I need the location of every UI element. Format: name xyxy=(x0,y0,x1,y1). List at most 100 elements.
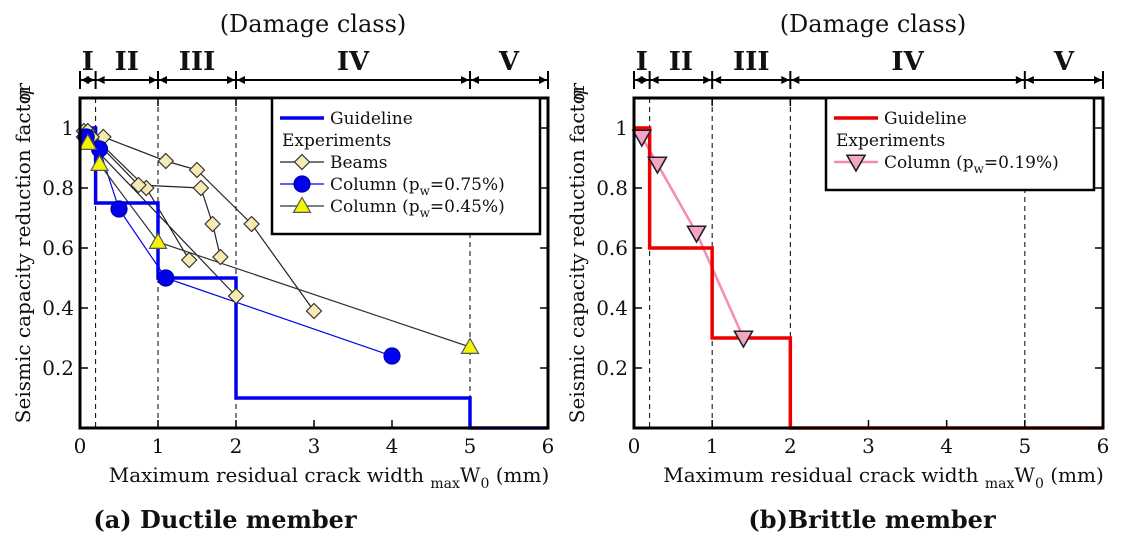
y-axis-symbol: η xyxy=(11,90,35,102)
x-tick-label: 5 xyxy=(1018,434,1031,458)
legend-series-name: Column (p xyxy=(884,153,974,173)
x-axis-label-unit: (mm) xyxy=(1044,463,1104,487)
legend-series-marker xyxy=(293,175,311,193)
panel-brittle: (Damage class)I II III IV V0 1 2 3 4 5 60.20.40.60… xyxy=(565,10,1109,534)
damage-class-title: (Damage class) xyxy=(220,10,407,38)
data-point xyxy=(460,337,480,354)
damage-class-label: IV xyxy=(891,47,924,77)
y-axis-label: Seismic capacity reduction factor xyxy=(11,82,35,423)
data-point xyxy=(686,225,707,244)
data-point xyxy=(243,215,260,233)
x-tick-label: 3 xyxy=(862,434,875,458)
data-point xyxy=(130,176,147,194)
figure-caption: (b)Brittle member xyxy=(748,505,996,534)
data-point xyxy=(631,129,653,148)
class-arrow-left xyxy=(159,76,167,84)
legend-series-marker xyxy=(845,154,867,173)
y-axis-label: Seismic capacity reduction factor xyxy=(565,82,589,423)
damage-class-label: I xyxy=(636,47,648,77)
legend-series-label: Column (pw=0.75%) xyxy=(330,175,505,198)
x-axis-label-sub: max xyxy=(985,476,1015,492)
data-point xyxy=(110,200,128,218)
panel-ductile: (Damage class)I II III IV V0 1 2 3 4 5 60.20.40.60… xyxy=(11,10,554,534)
legend-series-sub: w xyxy=(420,206,431,220)
legend-series-tail: =0.45%) xyxy=(430,197,505,217)
figure-caption: (a) Ductile member xyxy=(93,505,357,534)
class-arrow-left xyxy=(96,76,105,84)
class-arrow-right xyxy=(227,76,235,84)
legend-series-marker xyxy=(292,196,312,213)
class-arrow-right xyxy=(539,76,547,84)
damage-class-label: V xyxy=(1053,47,1075,77)
x-tick-label: 4 xyxy=(386,434,399,458)
class-arrow-right xyxy=(640,76,649,84)
y-tick-label: 1 xyxy=(61,116,74,140)
data-point xyxy=(227,287,245,305)
damage-class-label: II xyxy=(669,47,693,77)
data-point xyxy=(212,248,229,266)
legend-guideline-label: Guideline xyxy=(884,109,967,129)
legend-series-label: Column (pw=0.45%) xyxy=(330,197,505,220)
damage-class-label: III xyxy=(733,47,770,77)
x-tick-label: 0 xyxy=(628,434,641,458)
class-arrow-right xyxy=(149,76,157,84)
x-tick-label: 5 xyxy=(464,434,477,458)
data-point xyxy=(192,179,210,197)
data-point xyxy=(78,133,98,150)
class-arrow-left xyxy=(713,76,722,84)
data-point xyxy=(157,269,175,287)
x-tick-label: 1 xyxy=(152,434,165,458)
legend-series-name: Beams xyxy=(330,153,388,173)
y-tick-label: 0.8 xyxy=(596,176,628,200)
damage-class-title: (Damage class) xyxy=(780,10,967,38)
x-tick-label: 1 xyxy=(706,434,719,458)
legend-group-label: Experiments xyxy=(282,131,391,151)
guideline-line xyxy=(634,126,1103,430)
data-point xyxy=(204,215,221,233)
x-axis-label: Maximum residual crack width maxW0 (mm) xyxy=(109,463,550,492)
class-arrow-right xyxy=(1094,76,1102,84)
x-axis-label-varsub: 0 xyxy=(1035,476,1044,492)
legend-series-marker xyxy=(293,153,311,171)
x-tick-label: 6 xyxy=(542,434,555,458)
y-tick-label: 0.4 xyxy=(42,296,74,320)
legend-group-label: Experiments xyxy=(836,131,945,151)
class-arrow-left xyxy=(650,76,659,84)
legend-guideline-label: Guideline xyxy=(330,109,413,129)
data-point xyxy=(180,251,198,269)
legend-series-label: Column (pw=0.19%) xyxy=(884,153,1059,176)
data-point xyxy=(383,347,401,365)
x-axis-label-var: W xyxy=(1014,463,1035,487)
damage-class-label: V xyxy=(498,47,520,77)
data-point xyxy=(188,161,206,179)
damage-class-label: I xyxy=(82,47,94,77)
class-arrow-left xyxy=(791,76,800,84)
y-axis-symbol: η xyxy=(565,90,589,102)
y-tick-label: 0.8 xyxy=(42,176,74,200)
y-tick-label: 0.6 xyxy=(596,236,628,260)
class-arrow-right xyxy=(781,76,790,84)
legend-series-sub: w xyxy=(420,184,431,198)
legend-series-tail: =0.75%) xyxy=(430,175,505,195)
y-tick-label: 1 xyxy=(615,116,628,140)
x-axis-label-varsub: 0 xyxy=(480,476,489,492)
class-arrow-right xyxy=(461,76,469,84)
x-tick-label: 4 xyxy=(940,434,953,458)
class-arrow-right xyxy=(703,76,712,84)
legend-series-name: Column (p xyxy=(330,197,420,217)
legend-series-label: Beams xyxy=(330,153,388,173)
class-arrow-right xyxy=(86,76,95,84)
x-axis-label-text: Maximum residual crack width xyxy=(663,463,985,487)
class-arrow-left xyxy=(237,76,245,84)
legend-series-sub: w xyxy=(974,162,985,176)
class-arrow-left xyxy=(471,76,479,84)
x-axis-label-text: Maximum residual crack width xyxy=(109,463,431,487)
x-tick-label: 3 xyxy=(308,434,321,458)
series-line xyxy=(83,136,237,297)
data-point xyxy=(647,156,668,175)
damage-class-label: IV xyxy=(337,47,370,77)
x-tick-label: 2 xyxy=(784,434,797,458)
damage-class-label: II xyxy=(115,47,139,77)
y-tick-label: 0.6 xyxy=(42,236,74,260)
data-point xyxy=(305,302,323,320)
